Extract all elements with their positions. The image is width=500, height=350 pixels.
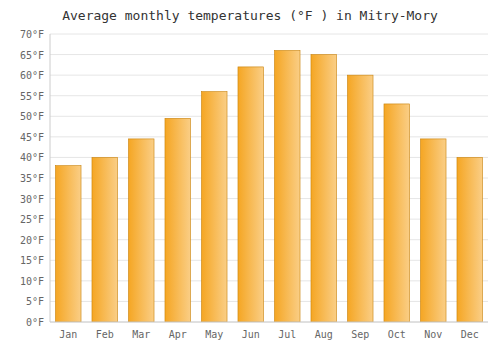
grid bbox=[50, 34, 488, 322]
bar bbox=[384, 104, 410, 322]
bar bbox=[165, 118, 191, 322]
x-tick-label: Apr bbox=[169, 329, 187, 340]
bar bbox=[55, 166, 81, 322]
x-tick-label: Jan bbox=[59, 329, 77, 340]
y-tick-label: 20°F bbox=[20, 235, 44, 246]
chart: Average monthly temperatures (°F ) in Mi… bbox=[0, 0, 500, 350]
x-tick-label: May bbox=[205, 329, 223, 340]
x-tick-label: Jun bbox=[242, 329, 260, 340]
grid-line bbox=[50, 34, 488, 35]
bar bbox=[128, 139, 154, 322]
bar bbox=[311, 55, 337, 322]
y-tick-label: 25°F bbox=[20, 214, 44, 225]
grid-line bbox=[50, 116, 488, 117]
x-tick-label: Mar bbox=[132, 329, 150, 340]
bar bbox=[201, 92, 227, 322]
grid-line bbox=[50, 136, 488, 137]
y-tick-label: 70°F bbox=[20, 29, 44, 40]
x-tick-label: Nov bbox=[424, 329, 442, 340]
grid-line bbox=[50, 322, 488, 323]
bar bbox=[274, 50, 300, 322]
x-tick-label: Dec bbox=[461, 329, 479, 340]
y-tick-label: 5°F bbox=[26, 296, 44, 307]
y-tick-label: 55°F bbox=[20, 91, 44, 102]
bar bbox=[457, 157, 483, 322]
bars bbox=[55, 50, 482, 322]
y-tick-label: 40°F bbox=[20, 152, 44, 163]
bar bbox=[238, 67, 264, 322]
y-tick-label: 35°F bbox=[20, 173, 44, 184]
y-tick-label: 65°F bbox=[20, 50, 44, 61]
bar bbox=[92, 157, 118, 322]
grid-line bbox=[50, 54, 488, 55]
grid-line bbox=[50, 75, 488, 76]
y-tick-label: 0°F bbox=[26, 317, 44, 328]
bar bbox=[420, 139, 446, 322]
x-tick-label: Oct bbox=[388, 329, 406, 340]
y-tick-label: 45°F bbox=[20, 132, 44, 143]
x-tick-label: Jul bbox=[278, 329, 296, 340]
y-tick-label: 15°F bbox=[20, 255, 44, 266]
x-tick-label: Feb bbox=[96, 329, 114, 340]
chart-title: Average monthly temperatures (°F ) in Mi… bbox=[62, 8, 438, 23]
y-tick-label: 60°F bbox=[20, 70, 44, 81]
y-tick-label: 50°F bbox=[20, 111, 44, 122]
x-tick-label: Sep bbox=[351, 329, 369, 340]
x-tick-label: Aug bbox=[315, 329, 333, 340]
y-axis-line bbox=[50, 34, 51, 322]
x-axis-line bbox=[50, 322, 488, 323]
grid-line bbox=[50, 95, 488, 96]
bar bbox=[347, 75, 373, 322]
y-tick-label: 10°F bbox=[20, 276, 44, 287]
y-tick-label: 30°F bbox=[20, 194, 44, 205]
